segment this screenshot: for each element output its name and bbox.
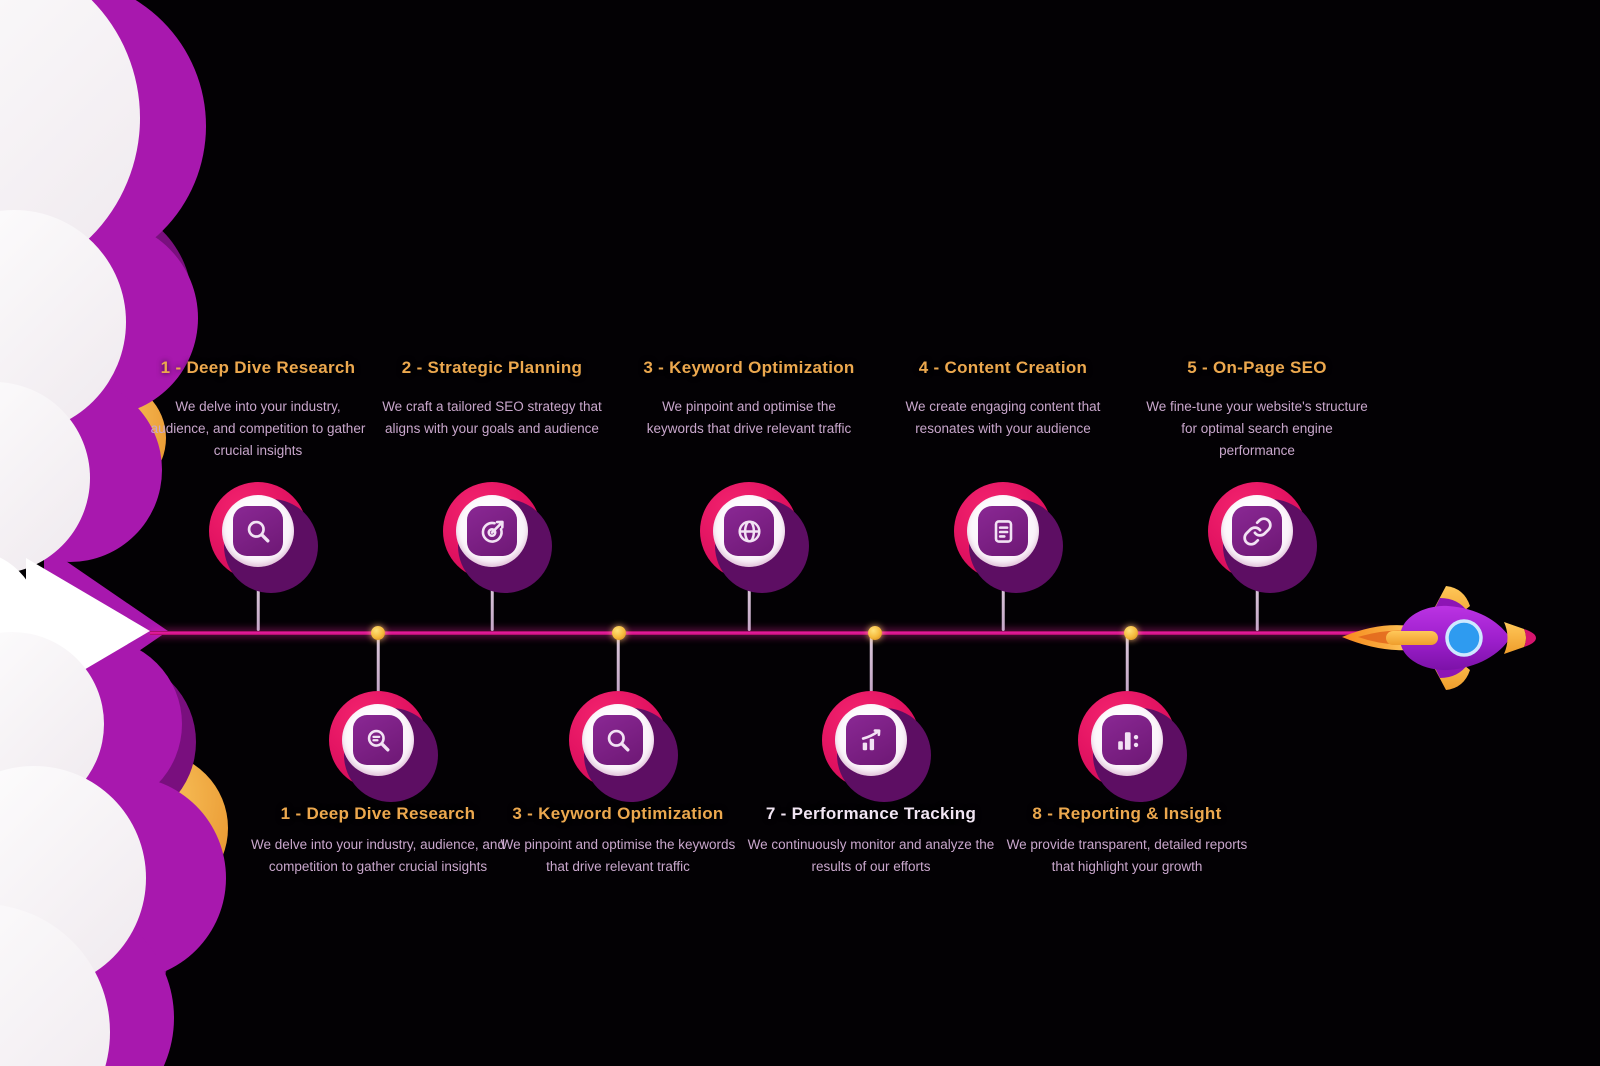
step-desc: We pinpoint and optimise the keywords th… [500,837,736,874]
badge-strategy [443,482,552,593]
rocket-nose-band [1504,622,1526,654]
magnifier-icon [247,520,269,542]
step-desc: We continuously monitor and analyze the … [747,837,995,874]
step-desc: We create engaging content that resonate… [905,399,1101,436]
step-title: 7 - Performance Tracking [765,804,977,823]
step-title: 4 - Content Creation [918,358,1088,377]
keyword-search-icon [367,729,389,751]
chart-growth-icon [861,728,880,750]
timeline-node-dot [371,626,385,640]
connector-line [376,635,380,692]
step-desc: We pinpoint and optimise the keywords th… [646,399,852,436]
step-title: 3 - Keyword Optimization [643,358,855,377]
badge-search [569,691,678,802]
globe-icon [737,519,761,543]
document-icon [994,519,1012,543]
step-desc: We delve into your industry, audience, a… [251,837,505,874]
target-arrow-icon [481,520,504,543]
step-title: 3 - Keyword Optimization [512,804,724,823]
rocket-illustration [1342,586,1536,690]
step-desc: We craft a tailored SEO strategy that al… [382,399,602,436]
step-title: 5 - On-Page SEO [1187,358,1327,377]
step-title: 1 - Deep Dive Research [160,358,356,377]
step-desc: We delve into your industry, audience, a… [150,399,366,458]
connector-line [616,635,620,692]
connector-line [256,581,260,631]
rocket-nose-tip [1524,629,1536,647]
step-title: 1 - Deep Dive Research [280,804,476,823]
badge-reporting [1078,691,1187,802]
timeline-node-dot [612,626,626,640]
connector-line [869,635,873,692]
timeline-node-dot [868,626,882,640]
rocket-window [1445,619,1483,657]
magnifier-icon [607,729,629,751]
timeline-node-dot [1124,626,1138,640]
bar-chart-icon [1117,731,1138,750]
badge-content [954,482,1063,593]
step-desc: We provide transparent, detailed reports… [1006,837,1248,874]
step-title: 2 - Strategic Planning [401,358,583,377]
badge-keyword-research [329,691,438,802]
connector-line [1255,581,1259,631]
badge-research [209,482,318,593]
timeline-line [150,631,1390,635]
step-desc: We fine-tune your website's structure fo… [1146,399,1368,458]
step-title: 8 - Reporting & Insight [1032,804,1222,823]
exhaust-cloud-illustration [0,0,228,1066]
connector-line [747,581,751,631]
badge-performance [822,691,931,802]
badge-keywords [700,482,809,593]
link-icon [1242,516,1272,546]
connector-line [490,581,494,631]
connector-line [1001,581,1005,631]
badge-onpage-seo [1208,482,1317,593]
rocket-booster [1386,631,1438,645]
connector-line [1125,635,1129,692]
